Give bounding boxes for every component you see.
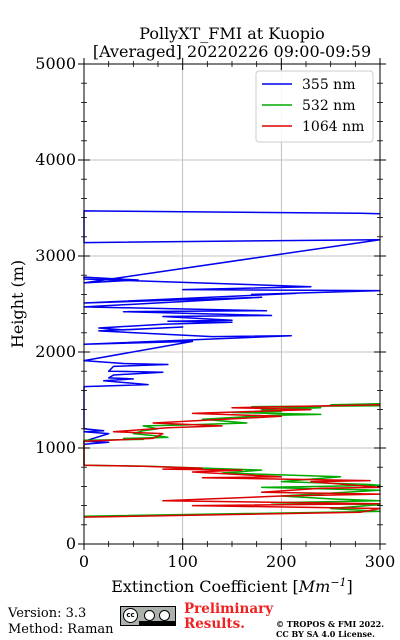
x-axis-label: Extinction Coefficient [Mm−1]	[111, 576, 353, 596]
data-series	[83, 210, 381, 518]
chart: PollyXT_FMI at Kuopio [Averaged] 2022022…	[8, 24, 395, 596]
preliminary-line-2: Results.	[184, 616, 245, 632]
y-tick-label: 4000	[35, 150, 76, 169]
preliminary-results-note: Preliminary Results.	[184, 602, 273, 632]
copyright-line-1: © TROPOS & FMI 2022.	[276, 619, 385, 629]
y-tick-label: 2000	[35, 342, 76, 361]
series-line-1	[83, 210, 381, 445]
legend-box	[255, 70, 374, 143]
copyright-notice: © TROPOS & FMI 2022. CC BY SA 4.0 Licens…	[276, 619, 384, 639]
legend: 355 nm 532 nm 1064 nm	[255, 70, 374, 143]
cc-by-icon	[144, 610, 155, 621]
chart-subtitle: [Averaged] 20220226 09:00-09:59	[93, 42, 371, 61]
legend-label-1: 355 nm	[302, 77, 355, 93]
x-axis-label-exponent: −1	[330, 576, 346, 589]
series-line-3	[83, 404, 381, 518]
x-tick-label: 200	[266, 552, 297, 571]
y-tick-label: 5000	[35, 54, 76, 73]
x-axis-label-unit: Mm	[298, 577, 331, 596]
legend-label-3: 1064 nm	[302, 119, 364, 135]
y-tick-label: 3000	[35, 246, 76, 265]
copyright-line-2: CC BY SA 4.0 License.	[276, 629, 375, 639]
x-tick-label: 300	[365, 552, 396, 571]
cc-sa-icon	[159, 610, 170, 621]
cc-license-badge: cc	[120, 606, 176, 626]
y-tick-label: 1000	[35, 438, 76, 457]
x-tick-label: 100	[167, 552, 198, 571]
tick-labels: 0 1000 2000 3000 4000 5000 0 100 200 300	[35, 54, 395, 571]
method-text: Method: Raman	[8, 622, 114, 637]
y-axis-label: Height (m)	[8, 260, 27, 348]
y-tick-label: 0	[66, 534, 76, 553]
x-axis-label-end: ]	[347, 577, 353, 596]
preliminary-line-1: Preliminary	[184, 601, 274, 617]
legend-label-2: 532 nm	[302, 98, 355, 114]
series-line-2	[83, 403, 381, 517]
chart-title: PollyXT_FMI at Kuopio	[139, 24, 325, 43]
version-text: Version: 3.3	[8, 606, 87, 621]
x-axis-label-text: Extinction Coefficient [	[111, 577, 299, 596]
x-tick-label: 0	[79, 552, 89, 571]
axis-ticks	[78, 58, 386, 550]
cc-badge-strip	[139, 621, 175, 625]
cc-icon: cc	[123, 608, 138, 623]
